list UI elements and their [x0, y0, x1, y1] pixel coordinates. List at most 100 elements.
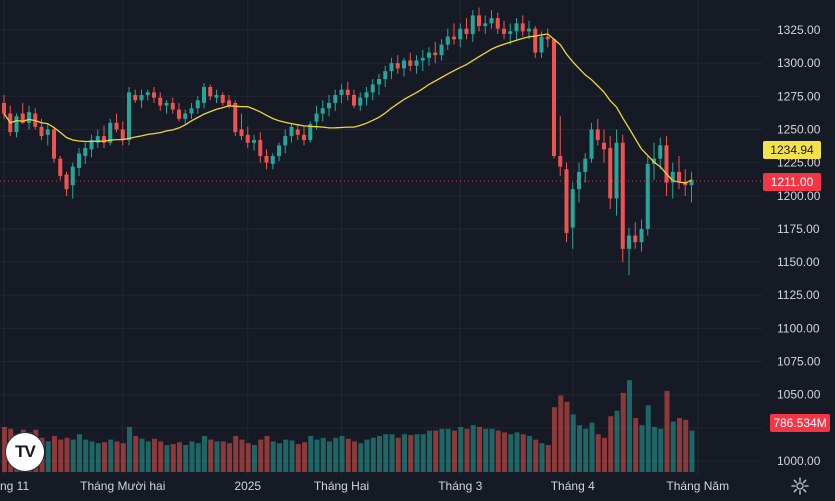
volume-bar	[527, 436, 532, 472]
time-axis[interactable]: ng 11 Tháng Mười hai 2025 Tháng Hai Tháng 3 T…	[0, 479, 729, 493]
volume-bar	[614, 410, 620, 472]
candle-body	[645, 163, 650, 229]
candle-body	[39, 126, 44, 137]
candle	[452, 23, 456, 45]
candle	[45, 122, 50, 146]
volume-bar	[564, 401, 570, 472]
candle-body	[214, 94, 219, 98]
candle-body	[639, 228, 644, 243]
candle-body	[239, 129, 244, 137]
candle-body	[483, 23, 488, 27]
candle	[52, 126, 56, 163]
ma-value-tag: 1234.94	[763, 141, 821, 159]
volume-bar	[389, 434, 395, 472]
candle	[58, 155, 63, 180]
volume-bar	[408, 435, 414, 472]
volume-bar	[320, 437, 326, 472]
candle	[158, 92, 163, 111]
candle	[295, 124, 300, 141]
volume-bar	[308, 436, 314, 472]
candle	[427, 47, 431, 66]
volume-bar	[214, 441, 220, 472]
candle	[433, 41, 438, 64]
candle-body	[502, 28, 506, 34]
volume-bar	[495, 430, 501, 472]
volume-bar	[464, 428, 470, 472]
x-tick-label: Tháng 4	[551, 479, 595, 493]
candle	[314, 105, 319, 130]
x-tick-label: ng 11	[0, 479, 29, 493]
x-tick-label: Tháng Hai	[314, 479, 369, 493]
candle-body	[595, 129, 600, 141]
candle-body	[195, 100, 200, 109]
candle	[220, 92, 225, 106]
volume-bar	[445, 428, 451, 472]
candle-body	[139, 94, 144, 101]
candle	[545, 28, 550, 48]
candle-body	[677, 171, 681, 183]
candle	[608, 136, 613, 210]
settings-gear-icon[interactable]	[790, 476, 810, 496]
volume-bar	[327, 441, 332, 472]
candle-body	[170, 102, 175, 110]
y-tick-label: 1250.00	[777, 122, 821, 136]
volume-bar	[645, 405, 651, 472]
volume-bar	[433, 430, 439, 472]
candle-body	[408, 60, 413, 66]
volume-bar	[264, 436, 270, 472]
last-price-tag: 1211.00	[763, 173, 821, 191]
candle-body	[358, 97, 363, 106]
candle-body	[320, 108, 325, 114]
y-tick-label: 1300.00	[777, 56, 821, 70]
candle-body	[614, 142, 619, 199]
volume-bar	[277, 443, 282, 472]
candle-body	[583, 158, 588, 172]
volume-bar	[427, 430, 432, 472]
candle-body	[683, 182, 688, 186]
candle-body	[383, 71, 388, 80]
candle	[120, 121, 125, 146]
candles	[2, 7, 694, 276]
candle	[595, 118, 600, 146]
candle	[358, 92, 363, 111]
volume-bar	[483, 428, 489, 472]
volume-bar	[670, 421, 676, 472]
candle-body	[177, 109, 181, 119]
candle	[102, 125, 106, 149]
volume-bar	[170, 444, 176, 472]
volume-bar	[383, 434, 389, 472]
candle	[327, 94, 331, 117]
tradingview-logo[interactable]: TV	[6, 433, 44, 471]
volume-bar	[2, 427, 7, 472]
candle	[552, 39, 556, 159]
candle-body	[439, 44, 444, 56]
candle	[677, 155, 681, 190]
candle-body	[370, 84, 375, 93]
candle-body	[533, 28, 538, 53]
volume-bar	[189, 441, 195, 472]
y-tick-label: 1175.00	[777, 222, 820, 236]
candle	[633, 222, 638, 249]
volume-bar	[339, 436, 345, 472]
candle-body	[364, 92, 369, 98]
candle	[470, 10, 475, 42]
candle	[370, 79, 375, 101]
candle	[270, 153, 275, 170]
candle-body	[145, 92, 150, 95]
volume-bar	[183, 445, 189, 472]
volume-bar	[620, 392, 626, 472]
candle-body	[508, 31, 513, 34]
candle	[483, 15, 488, 34]
volume-bar	[352, 441, 357, 472]
volume-bar	[195, 443, 201, 472]
candle	[89, 134, 94, 158]
volume-bar	[677, 418, 682, 472]
candle	[70, 162, 75, 199]
candle-body	[589, 129, 594, 159]
candle	[664, 136, 669, 196]
candle-body	[27, 112, 31, 123]
volume-bar	[458, 427, 464, 472]
candle	[520, 15, 525, 37]
y-tick-label: 1000.00	[777, 454, 821, 468]
